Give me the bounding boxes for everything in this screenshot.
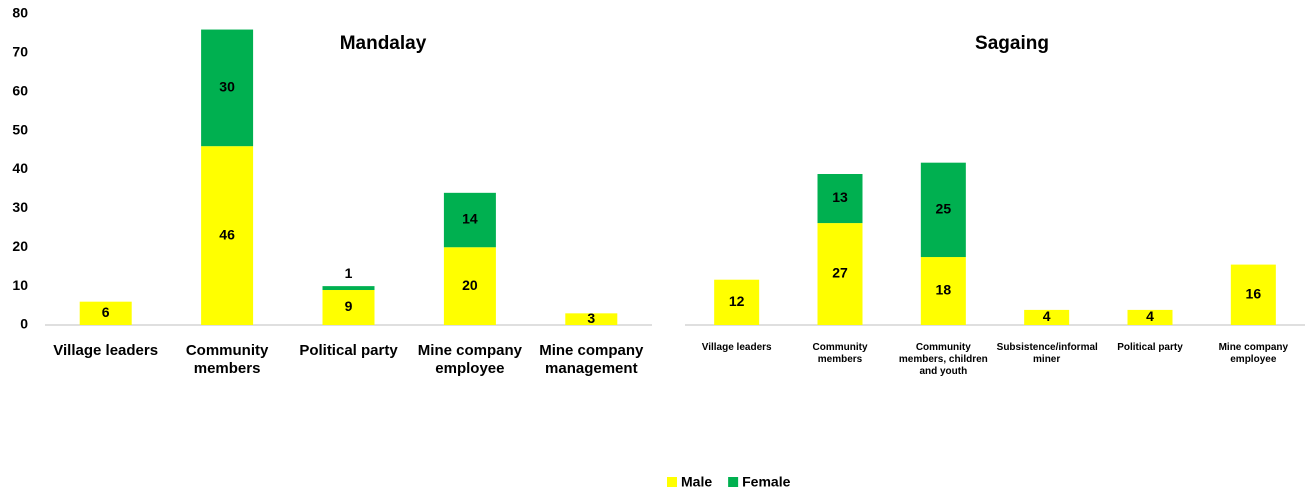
bar-segment	[443, 247, 496, 325]
x-tick-label: Village leaders	[701, 342, 772, 353]
value-label: 4	[1146, 308, 1154, 324]
value-label: 25	[936, 201, 952, 217]
legend-swatch	[728, 477, 739, 487]
x-tick-label: Community members	[185, 342, 269, 377]
value-label: 12	[729, 293, 745, 309]
y-tick-label: 50	[12, 121, 28, 137]
y-tick-label: 20	[12, 238, 28, 254]
bar-segment	[322, 286, 375, 291]
x-tick-label: Mine company employee	[1218, 342, 1289, 365]
y-tick-label: 70	[12, 44, 28, 60]
bar-segment	[817, 174, 863, 224]
bar-segment	[565, 313, 618, 325]
y-tick-label: 60	[12, 82, 28, 98]
y-tick-label: 10	[12, 277, 28, 293]
value-label: 27	[832, 265, 848, 281]
bar-segment	[920, 257, 966, 325]
bar-segment	[1230, 264, 1276, 325]
x-tick-label: Mine company management	[539, 342, 644, 377]
value-label: 1	[345, 265, 353, 281]
value-label: 13	[832, 189, 848, 205]
bar-segment	[201, 29, 254, 147]
x-tick-label: Political party	[1117, 342, 1183, 353]
value-label: 20	[462, 277, 478, 293]
y-tick-label: 40	[12, 160, 28, 176]
value-label: 6	[102, 304, 110, 320]
bar-segment	[714, 279, 760, 325]
legend-swatch	[667, 477, 677, 487]
y-tick-label: 0	[20, 316, 28, 332]
bar-segment	[322, 290, 375, 325]
bar-segment	[201, 146, 254, 325]
value-label: 14	[462, 211, 478, 227]
y-tick-label: 80	[12, 5, 28, 21]
legend-label: Female	[742, 474, 790, 490]
y-tick-label: 30	[12, 199, 28, 215]
bar-segment	[1024, 309, 1070, 325]
value-label: 4	[1043, 308, 1051, 324]
legend-label: Male	[681, 474, 712, 490]
x-tick-label: Community members, children and youth	[898, 342, 988, 377]
bar-segment	[920, 162, 966, 258]
bar-segment	[1127, 309, 1173, 325]
value-label: 30	[219, 79, 235, 95]
bar-segment	[817, 223, 863, 325]
bar-segment	[443, 192, 496, 248]
x-tick-label: Community members	[812, 342, 868, 365]
value-label: 46	[219, 226, 235, 242]
value-label: 9	[345, 298, 353, 314]
value-label: 16	[1246, 286, 1262, 302]
chart-title: Mandalay	[340, 33, 427, 54]
x-tick-label: Political party	[299, 342, 398, 359]
x-tick-label: Subsistence/informal miner	[996, 342, 1098, 365]
bar-segment	[79, 301, 132, 325]
chart-title: Sagaing	[975, 33, 1049, 54]
value-label: 18	[936, 282, 952, 298]
x-tick-label: Village leaders	[53, 342, 159, 359]
x-tick-label: Mine company employee	[417, 342, 522, 377]
value-label: 3	[587, 310, 595, 326]
